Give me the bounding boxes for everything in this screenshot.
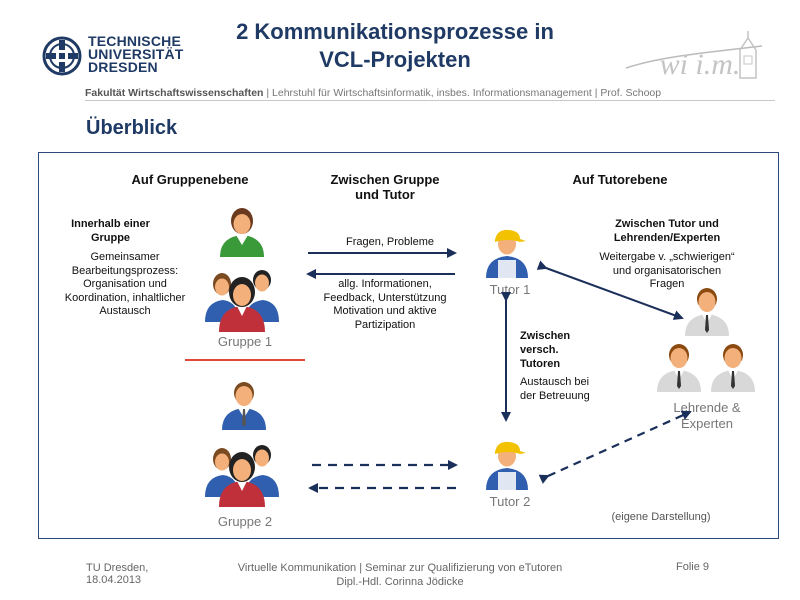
group-separator-line bbox=[185, 359, 305, 361]
experts-label: Lehrende & Experten bbox=[673, 400, 741, 431]
slide-number: Folie 9 bbox=[676, 561, 710, 573]
gruppe2-label: Gruppe 2 bbox=[217, 514, 273, 529]
between-tutors-heading: Zwischen versch. Tutoren bbox=[520, 330, 571, 370]
person-blue-icon bbox=[222, 382, 266, 430]
group1-people-icon bbox=[205, 270, 279, 332]
slide-title: 2 Kommunikationsprozesse in VCL-Projekte… bbox=[236, 19, 554, 72]
column-header-tutor-level: Auf Tutorebene bbox=[572, 172, 668, 187]
footer-center: Virtuelle Kommunikation | Seminar zur Qu… bbox=[237, 562, 563, 588]
info-feedback-label: allg. Informationen, Feedback, Unterstüt… bbox=[323, 278, 447, 331]
tutor1-icon bbox=[486, 229, 528, 278]
wiim-chair-logo-icon: wi i.m. bbox=[625, 31, 763, 81]
gruppe1-label: Gruppe 1 bbox=[217, 334, 273, 349]
group-internal-text: Gemeinsamer Bearbeitungsprozess: Organis… bbox=[64, 251, 186, 317]
column-header-group-level: Auf Gruppenebene bbox=[131, 172, 249, 187]
person-green-icon bbox=[220, 208, 264, 257]
expert-icon bbox=[685, 288, 729, 336]
group2-people-icon bbox=[205, 445, 279, 507]
university-logo-text: TECHNISCHE UNIVERSITÄT DRESDEN bbox=[88, 33, 184, 75]
diagram-frame bbox=[38, 152, 779, 539]
footer-organization: TU Dresden, 18.04.2013 bbox=[86, 562, 149, 586]
section-title: Überblick bbox=[86, 117, 178, 139]
questions-problems-label: Fragen, Probleme bbox=[345, 236, 435, 248]
column-header-group-tutor: Zwischen Gruppe und Tutor bbox=[330, 172, 440, 202]
tu-dresden-logo-icon bbox=[42, 36, 82, 76]
tutor2-icon bbox=[486, 441, 528, 490]
tutor-expert-heading: Zwischen Tutor und Lehrenden/Experten bbox=[613, 218, 721, 244]
wiim-logo-text: wi i.m. bbox=[660, 48, 741, 81]
expert-icon bbox=[711, 344, 755, 392]
tutor2-label: Tutor 2 bbox=[489, 494, 531, 509]
source-note: (eigene Darstellung) bbox=[611, 511, 711, 523]
faculty-line: Fakultät Wirtschaftswissenschaften | Leh… bbox=[85, 87, 662, 99]
group-internal-heading: Innerhalb einer Gruppe bbox=[71, 218, 150, 244]
tutor1-label: Tutor 1 bbox=[489, 282, 531, 297]
header-divider bbox=[85, 100, 775, 101]
expert-icon bbox=[657, 344, 701, 392]
between-tutors-text: Austausch bei der Betreuung bbox=[520, 376, 590, 402]
